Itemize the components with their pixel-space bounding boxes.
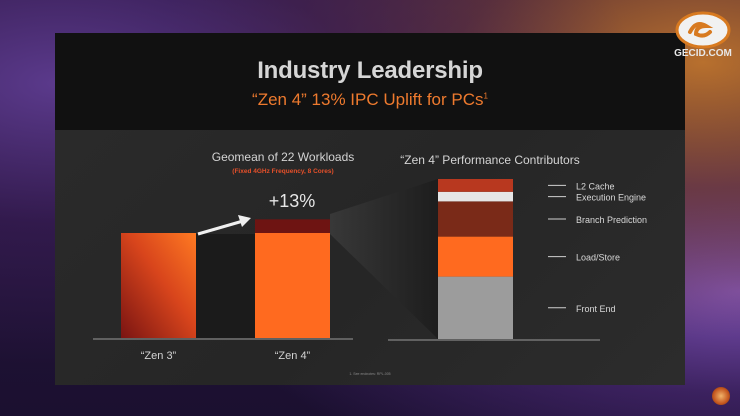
segment-label: Load/Store (576, 253, 620, 263)
x-tick-label: “Zen 3” (141, 350, 177, 362)
left-chart-gap (196, 234, 255, 338)
subtitle-text: “Zen 4” 13% IPC Uplift for PCs (252, 90, 484, 109)
slide-header: Industry Leadership “Zen 4” 13% IPC Upli… (55, 33, 685, 130)
segment-label: Branch Prediction (576, 215, 647, 225)
left-chart-subtitle: (Fixed 4GHz Frequency, 8 Cores) (232, 168, 333, 175)
stack-segment (438, 276, 513, 339)
slide-title: Industry Leadership (257, 57, 483, 84)
bar-uplift-1 (255, 219, 330, 233)
slide-subtitle: “Zen 4” 13% IPC Uplift for PCs1 (55, 90, 685, 110)
uplift-arrow-line (197, 219, 244, 236)
zoom-fan (330, 179, 438, 339)
subtitle-footnote-mark: 1 (483, 91, 488, 101)
left-chart-title: Geomean of 22 Workloads (212, 150, 355, 164)
stack-segment (438, 201, 513, 237)
watermark-text: GECID.COM (674, 48, 732, 59)
segment-label: L2 Cache (576, 181, 615, 191)
corner-orb-icon (712, 387, 730, 405)
bar-base-0 (121, 233, 196, 338)
segment-label: Execution Engine (576, 193, 646, 203)
stack-segment (438, 236, 513, 277)
bar-base-1 (255, 233, 330, 338)
x-tick-label: “Zen 4” (275, 350, 311, 362)
charts: Geomean of 22 Workloads (Fixed 4GHz Frequ… (93, 150, 647, 376)
uplift-annotation: +13% (269, 191, 316, 211)
segment-label: Front End (576, 304, 616, 314)
right-chart-title: “Zen 4” Performance Contributors (400, 153, 579, 167)
gecid-logo-icon: GECID.COM (674, 11, 732, 59)
stack-segment (438, 179, 513, 192)
slide: Industry Leadership “Zen 4” 13% IPC Upli… (55, 33, 685, 385)
stack-segment (438, 191, 513, 202)
uplift-arrow-head (238, 215, 251, 227)
slide-footnote: 1. See endnotes: RPL-005 (349, 372, 390, 376)
